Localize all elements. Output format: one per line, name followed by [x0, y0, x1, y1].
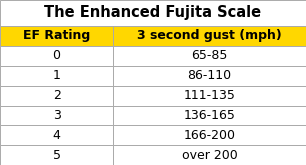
Bar	[0, 0, 306, 26]
Bar	[113, 46, 306, 66]
Bar	[113, 105, 306, 125]
Text: 111-135: 111-135	[184, 89, 236, 102]
Text: The Enhanced Fujita Scale: The Enhanced Fujita Scale	[44, 5, 262, 20]
Bar	[0, 86, 113, 105]
Text: 86-110: 86-110	[188, 69, 232, 82]
Bar	[0, 26, 113, 46]
Bar	[0, 125, 113, 145]
Text: over 200: over 200	[182, 149, 237, 162]
Bar	[113, 66, 306, 86]
Text: 0: 0	[53, 49, 61, 62]
Bar	[0, 145, 113, 165]
Bar	[113, 125, 306, 145]
Bar	[113, 26, 306, 46]
Text: 4: 4	[53, 129, 61, 142]
Text: 136-165: 136-165	[184, 109, 236, 122]
Bar	[113, 86, 306, 105]
Text: 1: 1	[53, 69, 61, 82]
Text: 3: 3	[53, 109, 61, 122]
Text: EF Rating: EF Rating	[23, 30, 90, 43]
Bar	[0, 46, 113, 66]
Bar	[0, 105, 113, 125]
Text: 2: 2	[53, 89, 61, 102]
Text: 3 second gust (mph): 3 second gust (mph)	[137, 30, 282, 43]
Text: 166-200: 166-200	[184, 129, 236, 142]
Bar	[113, 145, 306, 165]
Text: 5: 5	[53, 149, 61, 162]
Bar	[0, 66, 113, 86]
Text: 65-85: 65-85	[192, 49, 228, 62]
